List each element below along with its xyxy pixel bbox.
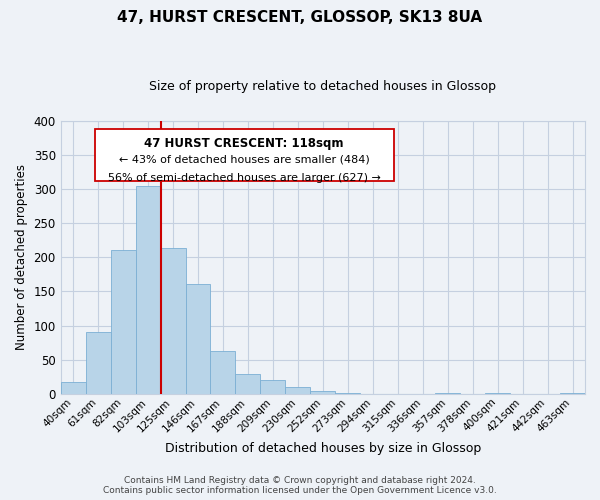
Text: Contains HM Land Registry data © Crown copyright and database right 2024.
Contai: Contains HM Land Registry data © Crown c…: [103, 476, 497, 495]
Bar: [86, 332, 110, 394]
Bar: [161, 248, 185, 394]
Bar: [211, 351, 235, 394]
Bar: [61, 382, 86, 394]
Text: 56% of semi-detached houses are larger (627) →: 56% of semi-detached houses are larger (…: [108, 172, 380, 182]
Text: ← 43% of detached houses are smaller (484): ← 43% of detached houses are smaller (48…: [119, 154, 370, 164]
Bar: [185, 284, 211, 394]
Bar: [235, 374, 260, 394]
X-axis label: Distribution of detached houses by size in Glossop: Distribution of detached houses by size …: [165, 442, 481, 455]
Bar: [310, 392, 335, 394]
Title: Size of property relative to detached houses in Glossop: Size of property relative to detached ho…: [149, 80, 496, 93]
Bar: [110, 250, 136, 394]
Text: 47, HURST CRESCENT, GLOSSOP, SK13 8UA: 47, HURST CRESCENT, GLOSSOP, SK13 8UA: [118, 10, 482, 25]
Y-axis label: Number of detached properties: Number of detached properties: [15, 164, 28, 350]
Bar: [136, 186, 161, 394]
Bar: [286, 387, 310, 394]
Bar: [260, 380, 286, 394]
Text: 47 HURST CRESCENT: 118sqm: 47 HURST CRESCENT: 118sqm: [145, 137, 344, 150]
FancyBboxPatch shape: [95, 129, 394, 180]
